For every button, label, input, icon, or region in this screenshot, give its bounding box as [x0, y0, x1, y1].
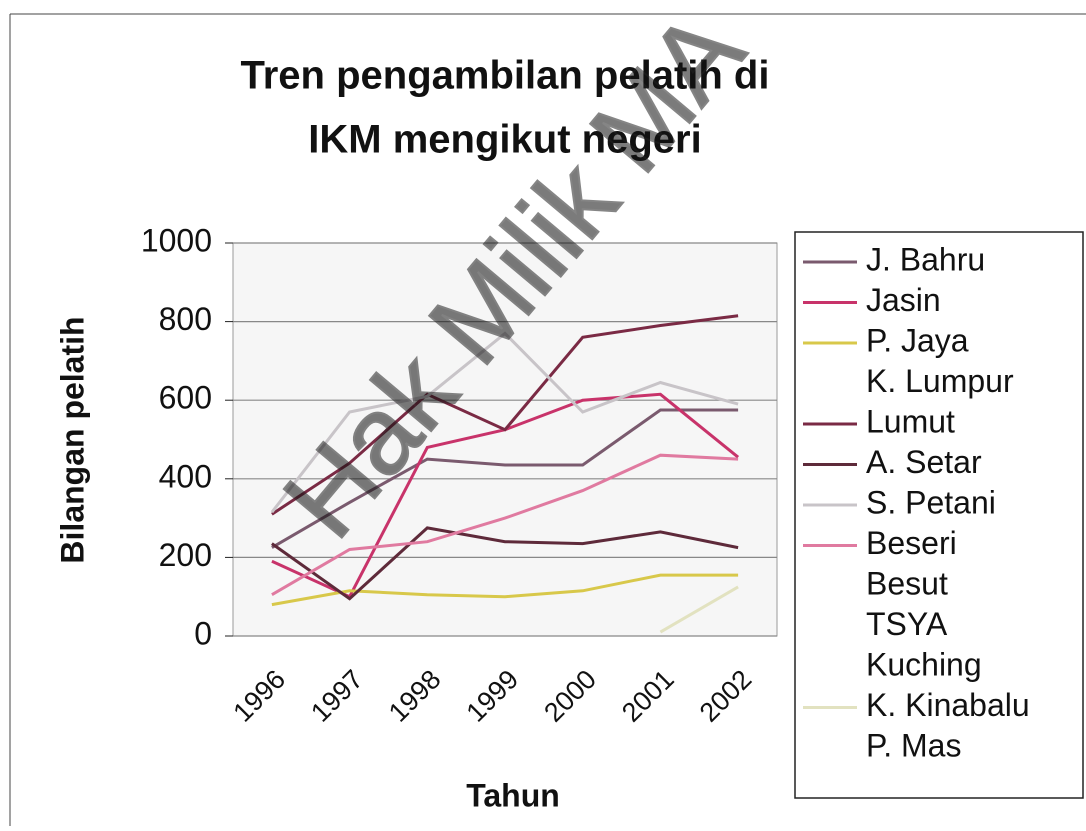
- x-tick-label: 1999: [461, 664, 525, 728]
- x-tick-label: 1996: [227, 664, 291, 728]
- y-tick-label: 800: [159, 301, 212, 337]
- y-axis-label: Bilangan pelatih: [54, 316, 90, 563]
- legend-label: Jasin: [866, 282, 941, 318]
- legend-label: Beseri: [866, 525, 957, 561]
- legend-label: K. Kinabalu: [866, 687, 1030, 723]
- x-tick-label: 2001: [616, 664, 680, 728]
- plot-area: [232, 242, 778, 637]
- legend-box: [794, 231, 1084, 799]
- legend-label: J. Bahru: [866, 241, 985, 277]
- series-line: [271, 526, 739, 601]
- legend-label: K. Lumpur: [866, 363, 1014, 399]
- x-axis-label: Tahun: [466, 777, 560, 813]
- x-tick-label: 2000: [538, 664, 602, 728]
- legend-label: S. Petani: [866, 484, 996, 520]
- legend-label: Lumut: [866, 403, 955, 439]
- series-line: [271, 453, 739, 596]
- x-tick-label: 2002: [694, 664, 758, 728]
- series-line: [270, 331, 739, 514]
- y-tick-label: 1000: [141, 222, 212, 258]
- legend-label: Kuching: [866, 646, 982, 682]
- legend-label: A. Setar: [866, 444, 982, 480]
- y-tick-label: 600: [159, 380, 212, 416]
- y-tick-label: 0: [194, 615, 212, 651]
- chart-title: Tren pengambilan pelatih di: [241, 54, 770, 98]
- legend-label: TSYA: [866, 606, 948, 642]
- series-line: [271, 314, 739, 516]
- x-tick-label: 1997: [305, 664, 369, 728]
- y-tick-label: 400: [159, 458, 212, 494]
- legend-label: Besut: [866, 565, 948, 601]
- series-line: [271, 573, 739, 607]
- series-line: [659, 585, 739, 634]
- legend-label: P. Mas: [866, 727, 961, 763]
- legend-label: P. Jaya: [866, 322, 969, 358]
- chart-subtitle: IKM mengikut negeri: [308, 118, 701, 162]
- series-line: [271, 408, 739, 549]
- y-tick-label: 200: [159, 537, 212, 573]
- x-tick-label: 1998: [383, 664, 447, 728]
